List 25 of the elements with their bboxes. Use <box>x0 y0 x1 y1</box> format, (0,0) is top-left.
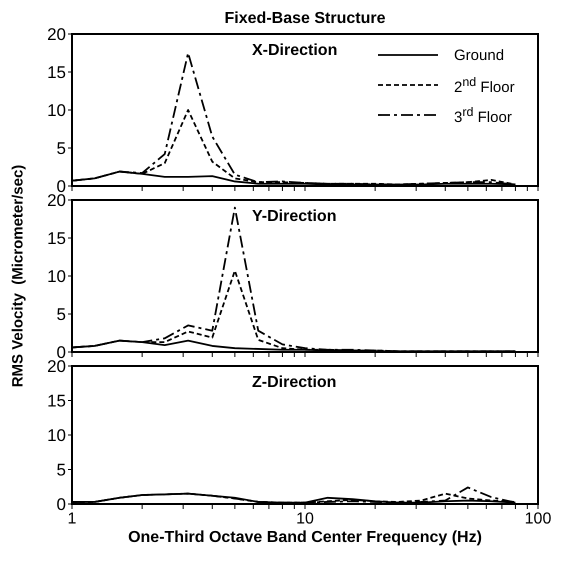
x-tick-label: 1 <box>68 510 77 528</box>
y-tick-label: 10 <box>47 101 66 120</box>
y-tick-label: 10 <box>47 426 66 446</box>
y-axis-title: RMS Velocity (Micrometer/sec) <box>10 164 26 388</box>
annotation: Z-Direction <box>252 374 336 392</box>
y-tick-label: 5 <box>56 305 66 324</box>
y-tick-label: 15 <box>47 392 66 411</box>
chart-title: Fixed-Base Structure <box>224 10 386 28</box>
y-tick-label: 5 <box>56 139 66 158</box>
y-tick-label: 20 <box>47 191 66 210</box>
y-tick-label: 10 <box>47 267 66 286</box>
legend-label: 3$^{rd}$ Floor <box>454 104 513 126</box>
legend-label: Ground <box>454 46 506 64</box>
y-tick-label: 20 <box>47 25 66 44</box>
y-tick-label: 15 <box>47 229 66 248</box>
x-tick-label: 100 <box>524 510 552 528</box>
legend-label: 2$^{nd}$ Floor <box>454 74 516 96</box>
y-tick-label: 5 <box>56 460 66 480</box>
x-tick-label: 10 <box>296 510 314 528</box>
y-tick-label: 20 <box>47 357 66 376</box>
annotation: X-Direction <box>252 42 338 60</box>
annotation: Y-Direction <box>252 208 336 226</box>
y-tick-label: 15 <box>47 63 66 82</box>
x-axis-title: One-Third Octave Band Center Frequency (Hz) <box>127 528 483 548</box>
y-tick-label: 0 <box>56 495 66 514</box>
